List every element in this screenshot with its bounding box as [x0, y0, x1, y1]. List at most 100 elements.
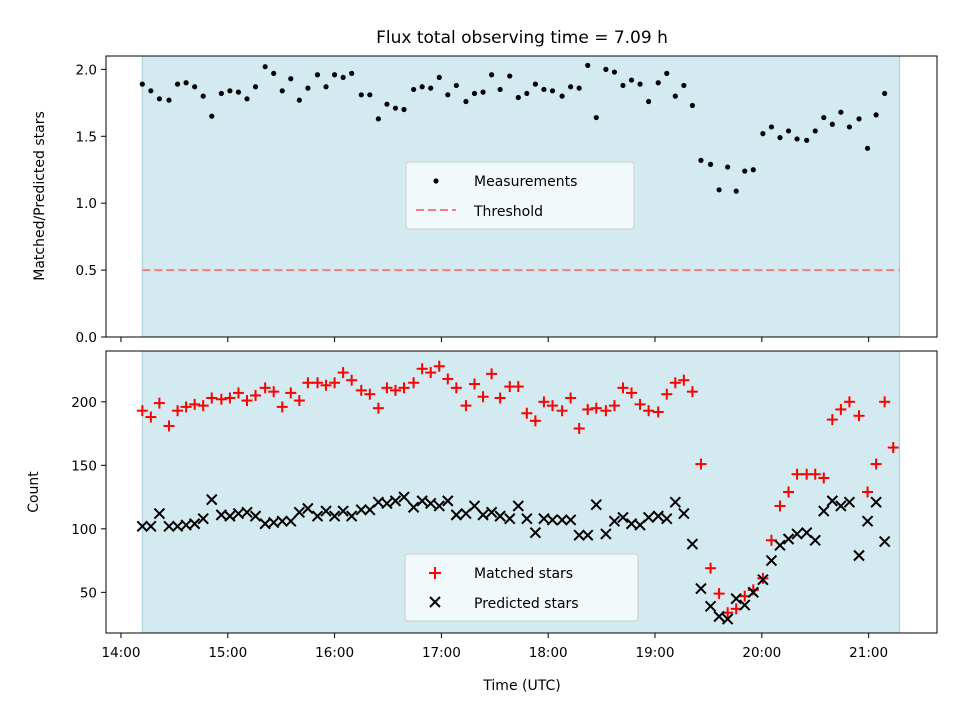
- matched-star-point-13: [250, 389, 262, 401]
- measurement-point-23: [340, 74, 346, 81]
- matched-star-point-52: [590, 402, 602, 414]
- predicted-star-point-67: [721, 613, 734, 625]
- measurement-point-47: [549, 88, 556, 94]
- predicted-star-point-69: [739, 599, 751, 611]
- predicted-star-point-16: [276, 515, 288, 527]
- predicted-star-point-64: [695, 582, 707, 595]
- predicted-star-point-59: [652, 510, 664, 522]
- predicted-star-point-55: [617, 511, 629, 524]
- predicted-star-point-33: [425, 497, 437, 510]
- measurement-point-8: [209, 113, 215, 119]
- measurement-point-48: [559, 93, 565, 99]
- matched-stars-legend-label: Matched stars: [474, 566, 573, 582]
- measurement-point-45: [532, 81, 538, 87]
- predicted-star-point-74: [782, 533, 795, 545]
- counts-y-tick-label-2: 150: [71, 458, 97, 474]
- matched-star-point-60: [661, 388, 673, 400]
- predicted-star-point-28: [381, 497, 393, 510]
- measurement-point-32: [419, 84, 425, 90]
- measurement-point-4: [174, 81, 181, 87]
- measurement-point-20: [314, 72, 321, 78]
- x-tick-label-4: 18:00: [529, 645, 568, 661]
- predicted-star-point-75: [791, 528, 803, 540]
- matched-star-point-14: [259, 382, 271, 394]
- matched-star-point-5: [180, 401, 192, 413]
- predicted-star-point-31: [407, 501, 420, 513]
- predicted-star-point-25: [355, 504, 367, 516]
- predicted-star-point-32: [416, 495, 428, 507]
- predicted-star-point-40: [485, 506, 498, 519]
- measurement-point-70: [750, 167, 756, 173]
- predicted-star-point-70: [747, 586, 759, 599]
- matched-star-point-58: [643, 405, 655, 417]
- measurement-point-55: [620, 82, 626, 89]
- measurements-legend-label: Measurements: [474, 174, 577, 190]
- predicted-star-point-35: [442, 495, 454, 507]
- matched-star-point-77: [809, 468, 821, 480]
- predicted-star-point-39: [477, 509, 489, 521]
- ratio-y-axis-label: Matched/Predicted stars: [32, 111, 48, 281]
- matched-star-point-36: [450, 382, 462, 394]
- matched-star-point-18: [293, 395, 305, 407]
- matched-star-point-53: [600, 405, 612, 417]
- measurement-point-63: [689, 102, 695, 109]
- predicted-star-point-54: [608, 515, 621, 527]
- measurements-legend-marker: [433, 178, 439, 184]
- predicted-star-point-58: [642, 511, 655, 524]
- ratio-y-tick-label-3: 1.5: [76, 129, 97, 145]
- x-axis-label: Time (UTC): [482, 678, 560, 694]
- measurement-point-56: [628, 77, 635, 83]
- counts-y-tick-label-3: 200: [71, 395, 97, 411]
- measurement-point-75: [794, 136, 800, 142]
- matched-star-point-15: [268, 386, 280, 398]
- measurement-point-30: [401, 106, 407, 113]
- measurement-point-54: [611, 69, 618, 75]
- predicted-star-point-2: [153, 507, 166, 520]
- matched-star-point-26: [364, 388, 376, 400]
- matched-star-point-80: [835, 403, 847, 415]
- matched-star-point-37: [460, 400, 472, 412]
- matched-star-point-73: [774, 500, 786, 512]
- measurement-point-83: [864, 145, 871, 151]
- matched-star-point-40: [486, 368, 498, 380]
- chart-title: Flux total observing time = 7.09 h: [376, 28, 668, 48]
- matched-star-point-31: [408, 377, 420, 389]
- measurement-point-59: [655, 80, 661, 86]
- measurement-point-22: [331, 72, 338, 78]
- ratio-y-tick-label-2: 1.0: [76, 196, 97, 212]
- x-tick-label-7: 21:00: [849, 645, 888, 661]
- predicted-stars-legend-label: Predicted stars: [474, 596, 579, 612]
- matched-star-point-45: [529, 415, 541, 427]
- predicted-star-point-50: [573, 529, 585, 541]
- predicted-star-point-65: [704, 600, 717, 613]
- matched-star-point-82: [853, 410, 865, 422]
- matched-star-point-78: [818, 472, 830, 484]
- measurement-point-7: [200, 93, 206, 99]
- predicted-star-point-63: [686, 538, 699, 550]
- predicted-star-point-73: [774, 539, 786, 552]
- measurement-point-58: [646, 98, 652, 105]
- measurement-point-43: [515, 94, 521, 101]
- measurement-point-37: [463, 98, 469, 105]
- counts-panel: 50 100 150 200 14:00 15:00 16:00 17:00 18:00 19:…: [26, 350, 938, 694]
- predicted-star-point-6: [188, 518, 201, 530]
- matched-star-point-11: [232, 387, 244, 399]
- matched-star-point-56: [626, 387, 638, 399]
- matched-star-point-33: [425, 367, 437, 379]
- measurement-point-17: [288, 76, 294, 82]
- predicted-star-point-71: [757, 573, 769, 586]
- matched-star-point-41: [494, 392, 506, 404]
- predicted-star-point-23: [337, 505, 349, 517]
- matched-star-point-49: [565, 392, 577, 404]
- predicted-star-point-68: [730, 592, 742, 605]
- matched-star-point-34: [433, 360, 445, 372]
- predicted-stars-legend-marker: [429, 596, 441, 608]
- matched-star-point-61: [669, 377, 681, 389]
- measurement-point-12: [244, 96, 250, 102]
- matched-star-point-59: [652, 406, 664, 418]
- measurement-point-25: [358, 92, 364, 98]
- x-tick-label-1: 15:00: [208, 645, 247, 661]
- matched-star-point-30: [398, 382, 410, 394]
- ratio-y-tick-label-4: 2.0: [76, 62, 97, 78]
